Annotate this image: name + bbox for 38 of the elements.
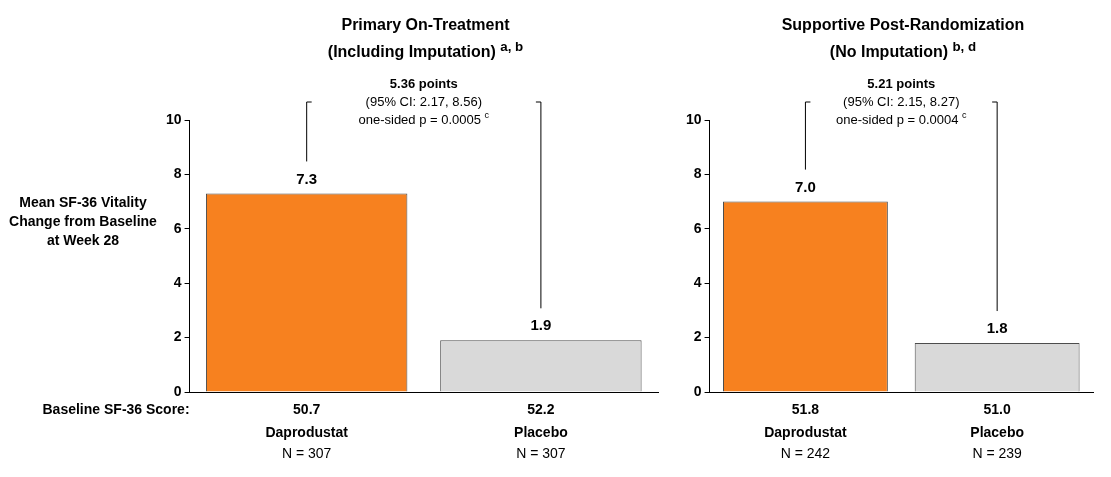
chart-title: Supportive Post-Randomization (No Imputation) $^{b, d}$ bbox=[780, 15, 1026, 63]
text: N = 307 bbox=[281, 444, 332, 461]
text: 5.36 points bbox=[389, 75, 458, 91]
y-tick-label: 8 bbox=[173, 165, 182, 182]
x-axis-title: Baseline SF-36 Score: bbox=[42, 400, 190, 417]
y-tick-label: 4 bbox=[173, 274, 182, 291]
y-tick-label: 2 bbox=[693, 328, 702, 345]
annotation: one-sided p = 0.0004 c bbox=[835, 109, 968, 127]
y-tick-label: 0 bbox=[693, 382, 702, 399]
text: 5.21 points bbox=[867, 75, 936, 91]
data-label: 7.3 bbox=[296, 169, 318, 187]
y-tick-label: 2 bbox=[173, 328, 182, 345]
x-tick-label: Daprodustat bbox=[265, 423, 349, 440]
text: N = 242 bbox=[780, 444, 831, 461]
x-tick-label: Placebo bbox=[514, 423, 568, 440]
y-tick-label: 0 bbox=[173, 382, 182, 399]
data-label: 1.8 bbox=[986, 319, 1008, 337]
text: (95% CI: 2.15, 8.27) bbox=[843, 93, 960, 109]
y-axis-title: Mean SF-36 Vitality Change from Baseline at Week 28 bbox=[8, 193, 158, 250]
y-tick-label: 10 bbox=[685, 110, 702, 127]
text: 52.2 bbox=[527, 400, 555, 417]
y-tick-label: 8 bbox=[693, 165, 702, 182]
y-tick-label: 6 bbox=[173, 219, 182, 236]
chart-title: Primary On-Treatment (Including Imputation) $^{a, b}$ bbox=[326, 15, 525, 63]
text: 51.0 bbox=[983, 400, 1011, 417]
x-tick-label: Daprodustat bbox=[764, 423, 847, 440]
text: N = 239 bbox=[972, 444, 1023, 461]
text: N = 307 bbox=[516, 444, 566, 461]
text: 50.7 bbox=[293, 400, 321, 417]
data-label: 7.0 bbox=[795, 177, 816, 195]
y-tick-label: 10 bbox=[165, 110, 182, 127]
text: 51.8 bbox=[791, 400, 820, 417]
data-label: 1.9 bbox=[530, 316, 552, 334]
y-tick-label: 4 bbox=[693, 274, 702, 291]
y-tick-label: 6 bbox=[693, 219, 702, 236]
annotation: one-sided p = 0.0005 c bbox=[358, 109, 490, 127]
x-tick-label: Placebo bbox=[970, 423, 1024, 440]
text: (95% CI: 2.17, 8.56) bbox=[365, 93, 482, 109]
